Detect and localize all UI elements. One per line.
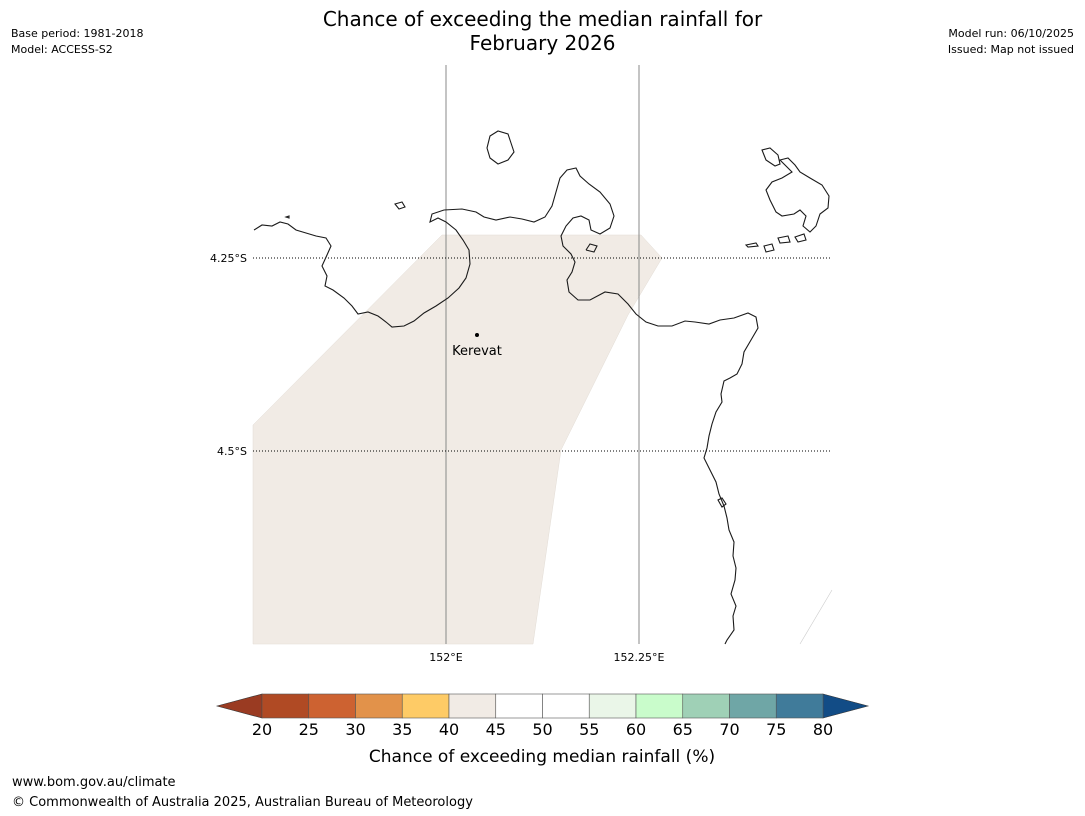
- colorbar-cell: [682, 693, 730, 719]
- map-title: Chance of exceeding the median rainfall …: [0, 7, 1085, 55]
- colorbar-tick-label: 55: [579, 720, 599, 739]
- colorbar-cell: [495, 693, 543, 719]
- coast-islet-4: [763, 243, 775, 253]
- colorbar-tick-label: 60: [626, 720, 646, 739]
- model-name: Model: ACCESS-S2: [11, 43, 113, 56]
- probability-region: [252, 234, 663, 645]
- region-edge: [799, 589, 833, 645]
- meta-right: Model run: 06/10/2025 Issued: Map not is…: [948, 26, 1074, 58]
- colorbar-tick-label: 40: [439, 720, 459, 739]
- lon-label-152-25: 152.25°E: [614, 651, 665, 664]
- colorbar-title: Chance of exceeding median rainfall (%): [369, 747, 715, 767]
- coastline: [253, 130, 830, 645]
- coast-new-ireland: [761, 147, 830, 233]
- colorbar-cell: [729, 693, 777, 719]
- lat-label-4-25: 4.25°S: [210, 252, 247, 265]
- colorbar: 20 25 30 35 40 45 50 55 60 65 70 75 80: [215, 693, 870, 739]
- title-line-1: Chance of exceeding the median rainfall …: [322, 7, 763, 31]
- coast-islet-2: [284, 215, 290, 219]
- model-run: Model run: 06/10/2025: [948, 27, 1074, 40]
- colorbar-tick-label: 35: [392, 720, 412, 739]
- coast-islet-3: [744, 242, 759, 248]
- coast-islet-5: [777, 235, 791, 244]
- colorbar-high-extend: [822, 693, 870, 719]
- coast-west: [253, 167, 759, 645]
- colorbar-tick-label: 20: [252, 720, 272, 739]
- colorbar-cell: [355, 693, 403, 719]
- town-label: Kerevat: [452, 344, 502, 359]
- meta-left: Base period: 1981-2018 Model: ACCESS-S2: [11, 26, 143, 58]
- issued-status: Issued: Map not issued: [947, 43, 1074, 56]
- coast-rabaul: [585, 243, 598, 253]
- colorbar-tick-label: 75: [766, 720, 786, 739]
- colorbar-tick-label: 65: [673, 720, 693, 739]
- colorbar-cell: [588, 693, 637, 719]
- colorbar-cell: [635, 693, 684, 719]
- colorbar-tick-label: 45: [486, 720, 506, 739]
- colorbar-low-extend: [215, 693, 263, 719]
- coast-islet-6: [794, 233, 807, 243]
- colorbar-tick-label: 50: [532, 720, 552, 739]
- base-period: Base period: 1981-2018: [11, 27, 144, 40]
- colorbar-tick-label: 30: [345, 720, 365, 739]
- colorbar-cell: [261, 693, 310, 719]
- colorbar-tick-label: 80: [813, 720, 833, 739]
- colorbar-tick-label: 70: [719, 720, 739, 739]
- coast-islet-1: [394, 201, 406, 210]
- coast-island-north: [486, 130, 515, 165]
- lat-label-4-5: 4.5°S: [217, 445, 247, 458]
- footer-copyright: © Commonwealth of Australia 2025, Austra…: [12, 795, 473, 810]
- coast-islet-7: [717, 497, 727, 508]
- colorbar-cell: [308, 693, 356, 719]
- title-line-2: February 2026: [469, 31, 616, 55]
- lon-label-152: 152°E: [429, 651, 462, 664]
- town-marker: [475, 333, 479, 337]
- colorbar-tick-label: 25: [299, 720, 319, 739]
- colorbar-cell: [775, 693, 824, 719]
- colorbar-cell: [401, 693, 450, 719]
- footer-url: www.bom.gov.au/climate: [12, 775, 176, 790]
- colorbar-cell: [542, 693, 590, 719]
- colorbar-cell: [448, 693, 497, 719]
